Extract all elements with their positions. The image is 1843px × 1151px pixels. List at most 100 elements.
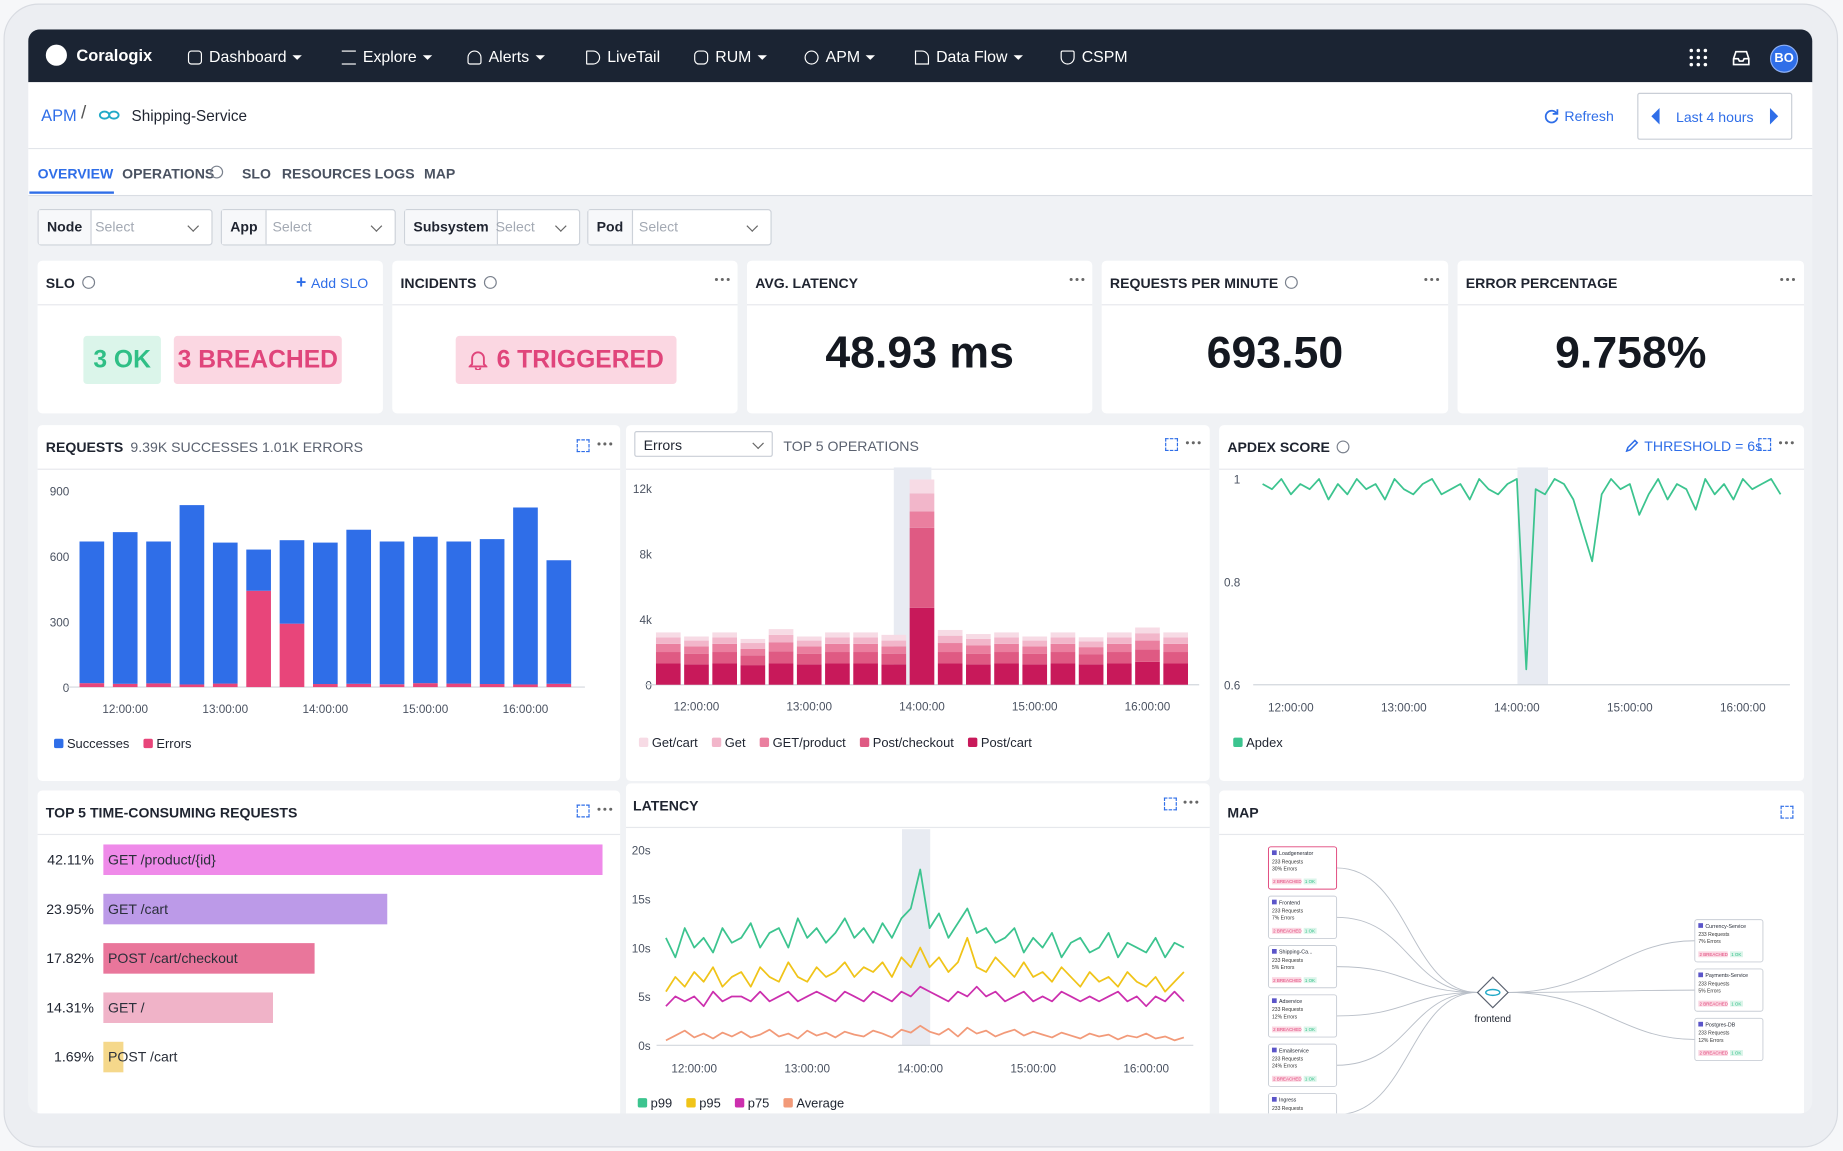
apps-icon[interactable] bbox=[1689, 48, 1709, 68]
expand-icon[interactable] bbox=[1780, 805, 1794, 819]
expand-icon[interactable] bbox=[1758, 438, 1772, 452]
map-node bbox=[1267, 945, 1338, 989]
time-range[interactable] bbox=[1637, 92, 1793, 140]
menu-dots[interactable] bbox=[1069, 277, 1085, 282]
filter[interactable]: Subsystem Select bbox=[404, 209, 581, 246]
expand-icon[interactable] bbox=[576, 439, 590, 453]
tab[interactable]: LOGS bbox=[374, 165, 415, 183]
nav-item[interactable]: Explore bbox=[341, 48, 432, 67]
nav-item[interactable]: APM bbox=[804, 48, 876, 67]
category-label: GET /cart bbox=[108, 901, 168, 917]
x-tick-label: 16:00:00 bbox=[1123, 1062, 1169, 1075]
expand-icon[interactable] bbox=[1163, 797, 1177, 811]
bar-segment bbox=[1106, 652, 1132, 664]
bar-segment bbox=[825, 637, 850, 644]
tab[interactable]: RESOURCES bbox=[281, 165, 372, 183]
card-title: LATENCY bbox=[633, 797, 699, 814]
node-requests: 233 Requests bbox=[1698, 981, 1730, 987]
node-icon bbox=[1271, 998, 1277, 1004]
add-slo[interactable]: + Add SLO bbox=[295, 272, 369, 293]
node-name: Ingress bbox=[1279, 1098, 1297, 1104]
y-tick-label: 300 bbox=[50, 616, 70, 629]
avatar[interactable]: BO bbox=[1769, 44, 1799, 73]
bar-segment bbox=[212, 683, 238, 688]
bar-segment bbox=[513, 507, 538, 685]
operations-select[interactable]: Errors bbox=[634, 431, 773, 457]
prev-range[interactable] bbox=[1650, 108, 1662, 125]
y-tick-label: 4k bbox=[639, 614, 652, 627]
bar-segment bbox=[1022, 640, 1048, 647]
bar-segment bbox=[994, 663, 1019, 685]
highlight-band bbox=[1517, 467, 1548, 685]
bar bbox=[103, 1041, 124, 1073]
bar-segment bbox=[1078, 664, 1104, 685]
node-breached: 2 BREACHED bbox=[1273, 929, 1301, 934]
nav-item[interactable]: LiveTail bbox=[586, 48, 660, 67]
breadcrumb-parent[interactable]: APM bbox=[41, 105, 77, 125]
bar-segment bbox=[1050, 632, 1076, 638]
map-edge bbox=[1336, 916, 1478, 993]
select-value: Errors bbox=[643, 436, 682, 454]
slo-breached: 3 BREACHED bbox=[173, 335, 342, 385]
bar-segment bbox=[1163, 652, 1189, 664]
ok-pill bbox=[1303, 977, 1317, 984]
map-edge bbox=[1343, 991, 1478, 1114]
menu-dots[interactable] bbox=[1779, 277, 1795, 282]
bar-segment bbox=[853, 637, 878, 644]
nav-item[interactable]: RUM bbox=[694, 48, 767, 67]
expand-icon[interactable] bbox=[576, 804, 590, 818]
menu-dots[interactable] bbox=[1423, 277, 1440, 282]
expand-icon[interactable] bbox=[1165, 438, 1179, 452]
kpi-value: 9.758% bbox=[1555, 328, 1707, 379]
screen-inner: Coralogix Dashboard Explore Alerts LiveT… bbox=[28, 29, 1813, 1114]
brand[interactable]: Coralogix bbox=[45, 44, 152, 66]
bar-segment bbox=[825, 652, 850, 664]
node-breached: 2 BREACHED bbox=[1273, 1027, 1301, 1032]
menu-dots[interactable] bbox=[1185, 440, 1201, 445]
tab[interactable]: OPERATIONS bbox=[122, 165, 215, 183]
x-tick-label: 12:00:00 bbox=[102, 703, 148, 716]
refresh-button[interactable]: Refresh bbox=[1564, 108, 1614, 125]
nav-item[interactable]: CSPM bbox=[1060, 48, 1128, 67]
node-icon bbox=[1271, 850, 1277, 856]
bar-segment bbox=[279, 623, 305, 688]
node-requests: 233 Requests bbox=[1698, 1031, 1730, 1037]
value-label: 14.31% bbox=[46, 999, 94, 1015]
x-tick-label: 16:00:00 bbox=[1125, 701, 1171, 714]
filter[interactable]: Node Select bbox=[37, 209, 213, 246]
inbox-icon[interactable] bbox=[1731, 48, 1751, 68]
threshold[interactable]: THRESHOLD = 6s bbox=[1625, 438, 1762, 455]
filter[interactable]: App Select bbox=[220, 209, 396, 246]
filter[interactable]: Pod Select bbox=[587, 209, 772, 246]
bar-segment bbox=[313, 684, 338, 688]
nav-item[interactable]: Data Flow bbox=[914, 48, 1023, 67]
next-range[interactable] bbox=[1768, 108, 1780, 125]
nav-label: APM bbox=[825, 48, 861, 66]
x-tick-label: 12:00:00 bbox=[1268, 702, 1314, 715]
category-label: POST /cart bbox=[108, 1049, 177, 1065]
breached-pill bbox=[1271, 878, 1302, 885]
nav-item[interactable]: Alerts bbox=[467, 48, 544, 67]
nav-item[interactable]: Dashboard bbox=[187, 48, 302, 67]
screen: Coralogix Dashboard Explore Alerts LiveT… bbox=[28, 29, 1813, 1114]
bell-icon bbox=[467, 351, 489, 371]
nav-label: CSPM bbox=[1081, 48, 1128, 66]
refresh-icon[interactable] bbox=[1543, 108, 1559, 124]
incidents-text: 6 TRIGGERED bbox=[496, 346, 664, 374]
tab[interactable]: OVERVIEW bbox=[37, 165, 114, 183]
tabs-bar bbox=[28, 149, 1813, 197]
tab[interactable]: MAP bbox=[423, 165, 456, 183]
menu-dots[interactable] bbox=[1778, 440, 1794, 445]
menu-dots[interactable] bbox=[1183, 800, 1199, 805]
menu-dots[interactable] bbox=[714, 277, 730, 282]
map-edge bbox=[1336, 991, 1478, 1017]
map-node bbox=[1694, 919, 1764, 963]
bar-segment bbox=[768, 663, 794, 685]
legend-label: Get bbox=[725, 735, 746, 750]
charts-layer: 0 300 600 900 12:00:00 13:00:00 14:00:00 15:00:… bbox=[46, 467, 1790, 1114]
menu-dots[interactable] bbox=[597, 807, 613, 812]
tab[interactable]: SLO bbox=[241, 165, 271, 183]
node-requests: 233 Requests bbox=[1272, 1007, 1304, 1013]
menu-dots[interactable] bbox=[597, 442, 613, 447]
bar-segment bbox=[796, 646, 822, 654]
